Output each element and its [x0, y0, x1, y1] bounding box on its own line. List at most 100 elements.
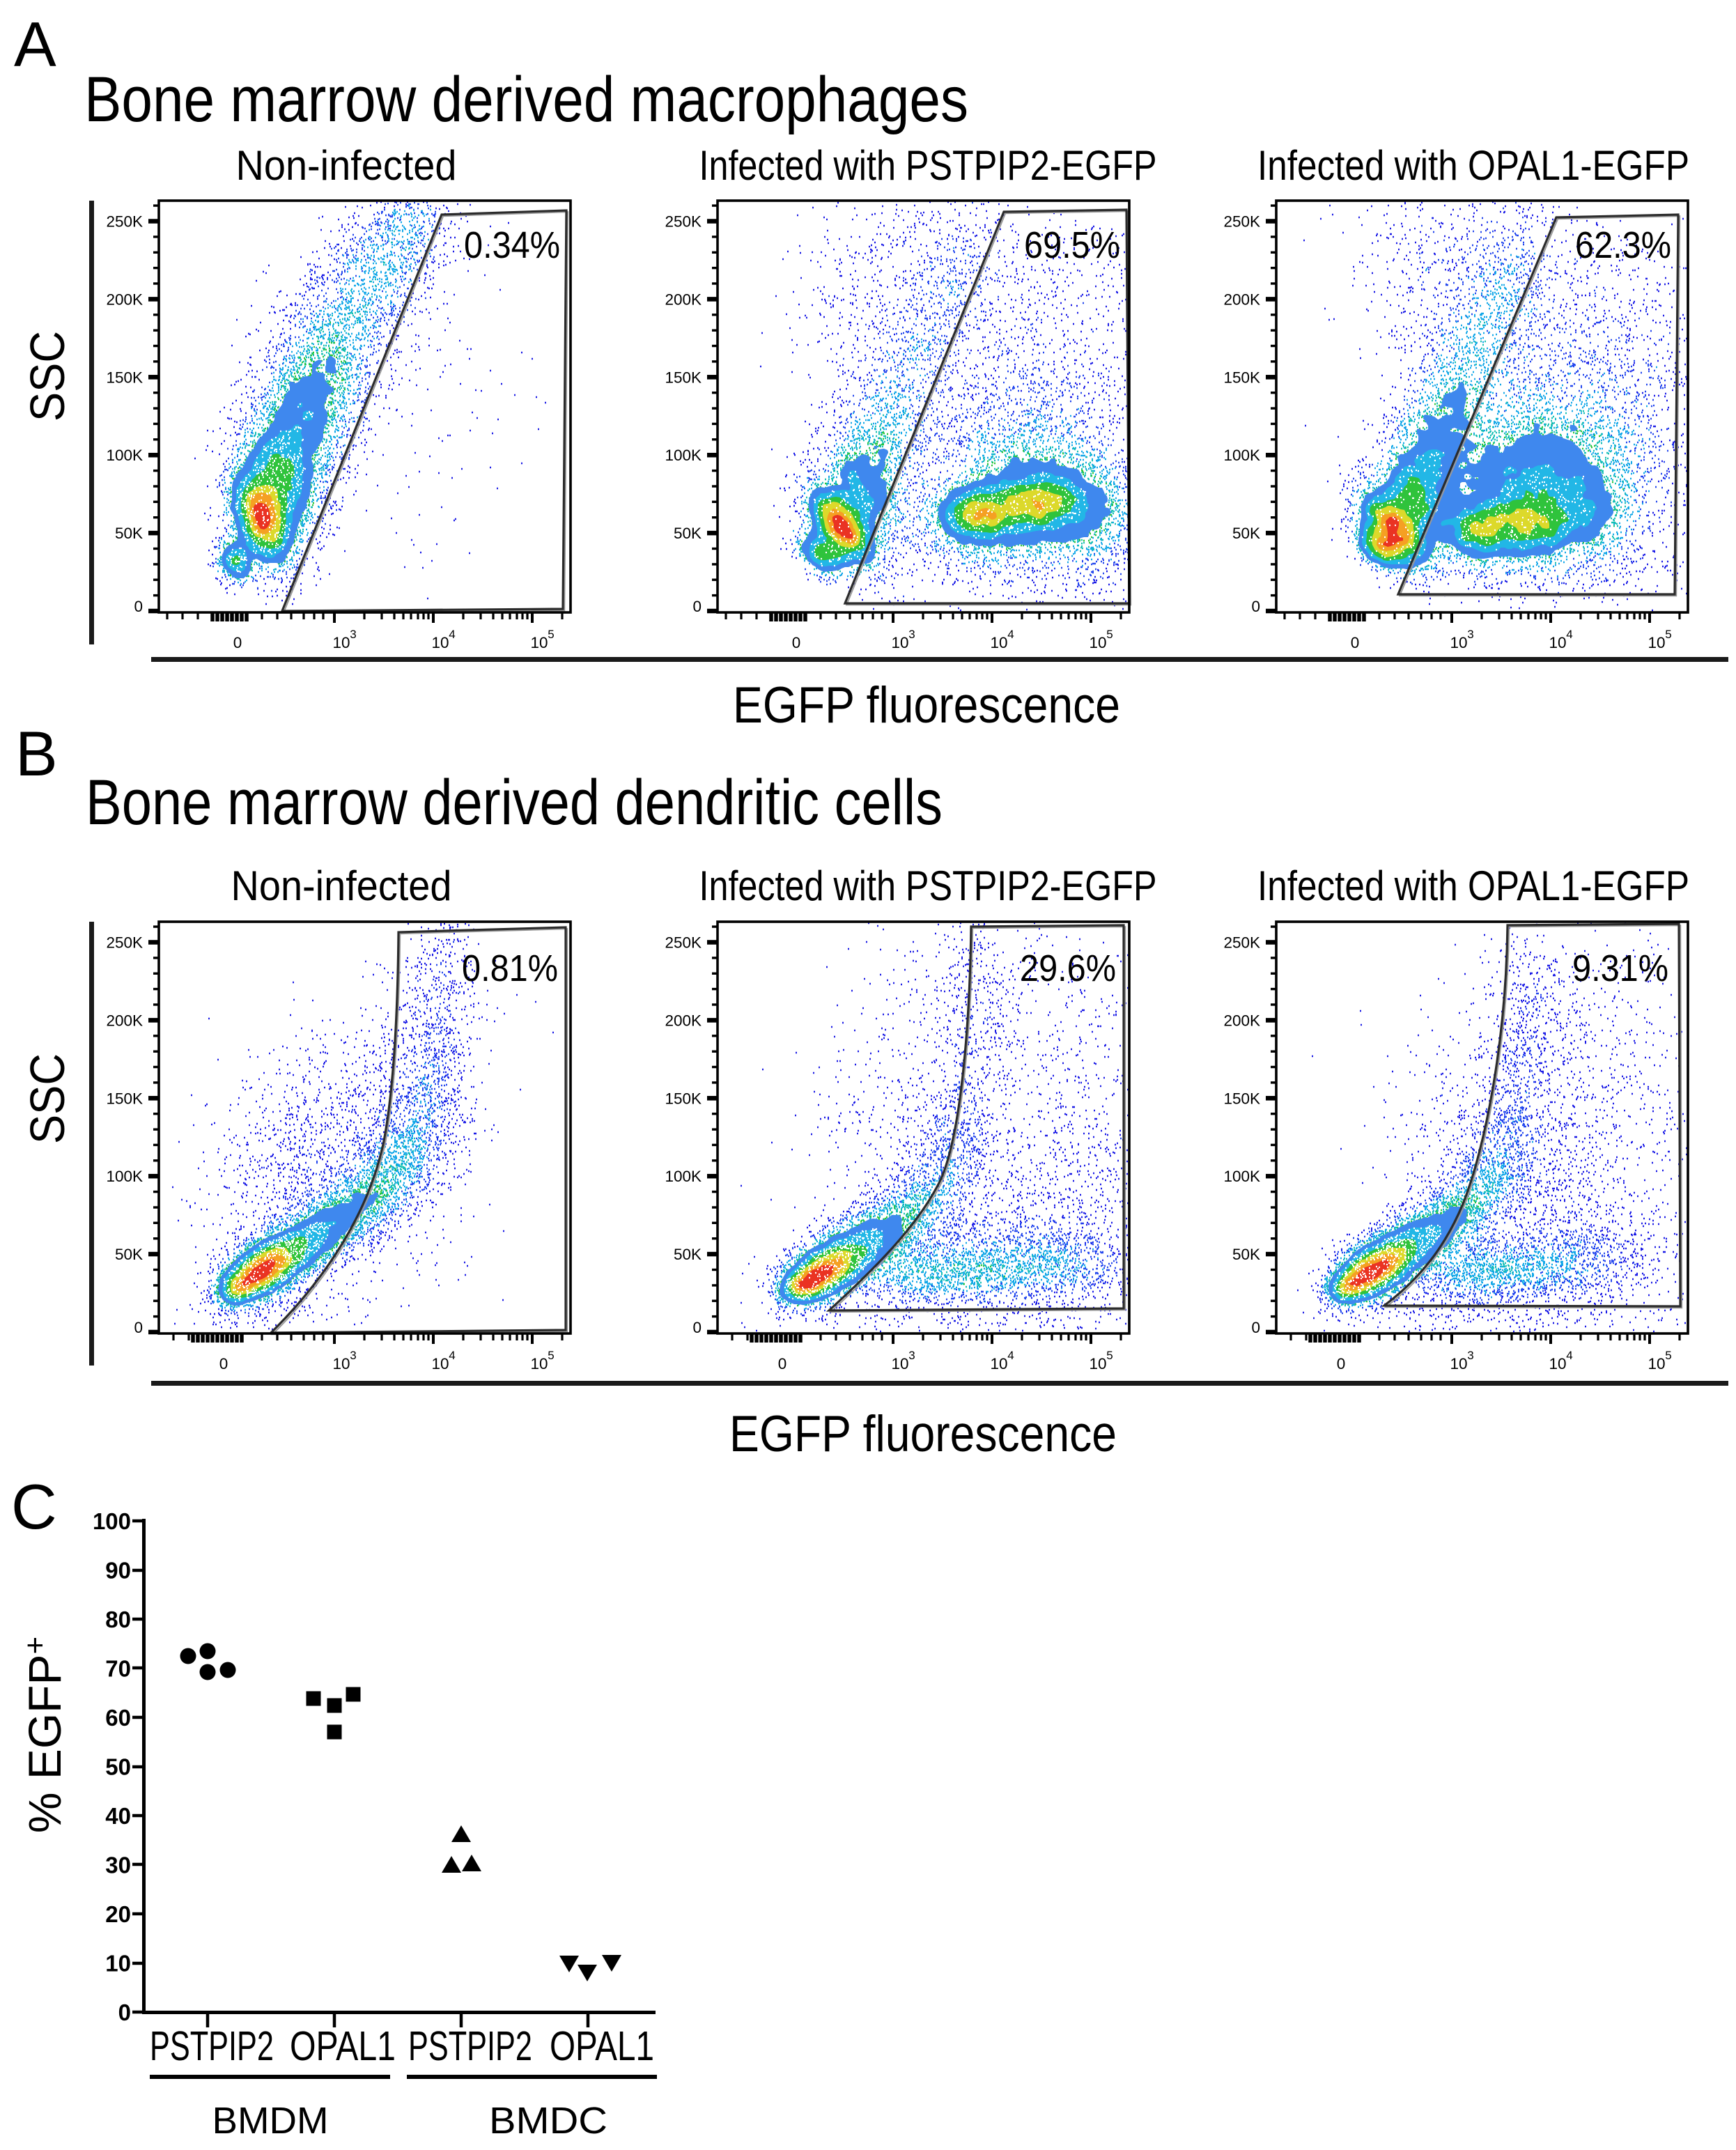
svg-text:Infected with OPAL1-EGFP: Infected with OPAL1-EGFP	[1257, 863, 1689, 909]
svg-text:10: 10	[891, 634, 908, 651]
svg-text:0: 0	[134, 1319, 143, 1336]
svg-text:100K: 100K	[665, 1168, 702, 1185]
svg-text:200K: 200K	[665, 291, 702, 308]
svg-text:4: 4	[1007, 1349, 1014, 1362]
svg-text:4: 4	[1566, 628, 1572, 641]
svg-text:PSTPIP2: PSTPIP2	[150, 2023, 274, 2069]
svg-text:250K: 250K	[665, 934, 702, 952]
svg-text:150K: 150K	[106, 369, 143, 386]
svg-text:5: 5	[548, 628, 554, 641]
svg-text:3: 3	[1467, 1349, 1473, 1362]
svg-text:10: 10	[891, 1355, 908, 1372]
svg-text:200K: 200K	[1223, 1012, 1260, 1029]
svg-text:5: 5	[1106, 1349, 1113, 1362]
svg-text:0: 0	[692, 1319, 702, 1336]
svg-text:50K: 50K	[674, 525, 702, 542]
svg-text:0: 0	[219, 1355, 228, 1372]
svg-text:0: 0	[1337, 1355, 1346, 1372]
svg-text:Infected with PSTPIP2-EGFP: Infected with PSTPIP2-EGFP	[699, 863, 1157, 909]
svg-text:10: 10	[332, 634, 350, 651]
svg-text:150K: 150K	[1223, 1090, 1260, 1107]
svg-text:10: 10	[1450, 634, 1467, 651]
svg-text:0: 0	[692, 598, 702, 615]
svg-text:5: 5	[1106, 628, 1113, 641]
svg-text:50K: 50K	[115, 525, 143, 542]
svg-text:29.6%: 29.6%	[1020, 948, 1116, 989]
svg-text:Non-infected: Non-infected	[231, 863, 452, 909]
svg-text:250K: 250K	[1223, 934, 1260, 952]
svg-text:3: 3	[1467, 628, 1473, 641]
svg-text:70: 70	[105, 1656, 131, 1682]
svg-text:5: 5	[1665, 1349, 1671, 1362]
svg-text:Non-infected: Non-infected	[236, 142, 457, 189]
svg-text:4: 4	[1007, 628, 1014, 641]
svg-text:50K: 50K	[115, 1246, 143, 1263]
svg-text:0: 0	[1251, 1319, 1260, 1336]
svg-text:250K: 250K	[106, 213, 143, 231]
svg-text:90: 90	[105, 1558, 131, 1584]
svg-text:10: 10	[530, 1355, 548, 1372]
svg-text:150K: 150K	[665, 369, 702, 386]
svg-text:10: 10	[1648, 634, 1665, 651]
svg-text:0: 0	[118, 2000, 131, 2025]
svg-text:50K: 50K	[1232, 525, 1260, 542]
svg-text:0.81%: 0.81%	[462, 948, 558, 989]
svg-text:200K: 200K	[106, 291, 143, 308]
svg-text:3: 3	[350, 628, 356, 641]
svg-text:150K: 150K	[665, 1090, 702, 1107]
svg-text:9.31%: 9.31%	[1572, 948, 1668, 989]
svg-text:50: 50	[105, 1754, 131, 1780]
svg-text:10: 10	[105, 1951, 131, 1977]
svg-text:100K: 100K	[106, 1168, 143, 1185]
svg-text:10: 10	[990, 634, 1007, 651]
svg-text:Infected with OPAL1-EGFP: Infected with OPAL1-EGFP	[1257, 142, 1689, 189]
svg-text:10: 10	[1549, 634, 1566, 651]
svg-text:10: 10	[1450, 1355, 1467, 1372]
svg-text:4: 4	[449, 628, 455, 641]
svg-text:250K: 250K	[665, 213, 702, 231]
svg-text:200K: 200K	[665, 1012, 702, 1029]
svg-text:10: 10	[530, 634, 548, 651]
svg-text:Bone marrow derived dendritic: Bone marrow derived dendritic cells	[86, 767, 943, 838]
svg-text:250K: 250K	[1223, 213, 1260, 231]
svg-text:150K: 150K	[106, 1090, 143, 1107]
svg-text:80: 80	[105, 1607, 131, 1632]
svg-text:62.3%: 62.3%	[1575, 224, 1671, 266]
svg-text:250K: 250K	[106, 934, 143, 952]
svg-text:Infected with PSTPIP2-EGFP: Infected with PSTPIP2-EGFP	[699, 142, 1157, 189]
svg-text:100K: 100K	[106, 447, 143, 464]
svg-text:5: 5	[1665, 628, 1671, 641]
svg-text:10: 10	[1549, 1355, 1566, 1372]
svg-text:4: 4	[1566, 1349, 1572, 1362]
svg-text:100: 100	[93, 1508, 131, 1534]
svg-text:SSC: SSC	[20, 331, 75, 422]
svg-text:3: 3	[350, 1349, 356, 1362]
svg-text:BMDM: BMDM	[212, 2100, 329, 2142]
svg-text:10: 10	[431, 634, 449, 651]
svg-text:EGFP fluorescence: EGFP fluorescence	[733, 677, 1120, 734]
svg-text:10: 10	[1089, 1355, 1106, 1372]
svg-text:EGFP fluorescence: EGFP fluorescence	[729, 1406, 1117, 1462]
svg-text:0: 0	[792, 634, 801, 651]
svg-text:100K: 100K	[665, 447, 702, 464]
svg-text:4: 4	[449, 1349, 455, 1362]
svg-text:10: 10	[332, 1355, 350, 1372]
svg-text:200K: 200K	[106, 1012, 143, 1029]
svg-text:69.5%: 69.5%	[1024, 224, 1120, 266]
svg-text:0: 0	[778, 1355, 787, 1372]
svg-text:0.34%: 0.34%	[464, 224, 560, 266]
svg-text:B: B	[15, 719, 58, 789]
svg-text:0: 0	[233, 634, 242, 651]
svg-text:10: 10	[1648, 1355, 1665, 1372]
svg-text:SSC: SSC	[20, 1053, 75, 1144]
svg-text:3: 3	[908, 1349, 915, 1362]
svg-text:0: 0	[1351, 634, 1360, 651]
svg-text:0: 0	[1251, 598, 1260, 615]
svg-text:200K: 200K	[1223, 291, 1260, 308]
svg-text:50K: 50K	[674, 1246, 702, 1263]
svg-text:5: 5	[548, 1349, 554, 1362]
svg-text:40: 40	[105, 1803, 131, 1829]
svg-text:10: 10	[990, 1355, 1007, 1372]
svg-text:PSTPIP2: PSTPIP2	[408, 2023, 532, 2069]
svg-text:150K: 150K	[1223, 369, 1260, 386]
